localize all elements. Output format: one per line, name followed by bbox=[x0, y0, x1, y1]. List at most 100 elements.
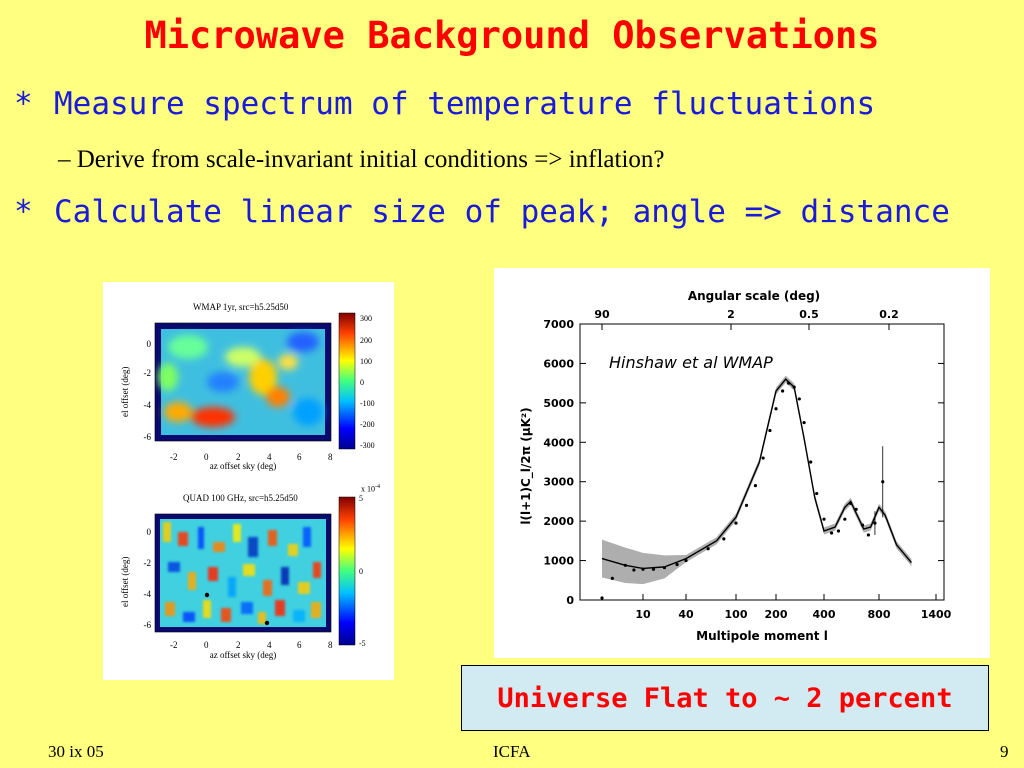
data-point bbox=[873, 521, 877, 525]
cbar-tick: 200 bbox=[360, 336, 372, 345]
footer-page-number: 9 bbox=[1000, 742, 1009, 761]
xtick: 2 bbox=[236, 452, 241, 462]
xtick: 0 bbox=[204, 452, 209, 462]
data-point bbox=[854, 507, 858, 511]
y-tick-label: 6000 bbox=[543, 357, 574, 370]
ytick: -6 bbox=[143, 620, 152, 630]
data-point bbox=[787, 381, 791, 385]
data-point bbox=[822, 517, 826, 521]
ytick: -2 bbox=[143, 368, 152, 378]
data-point bbox=[600, 596, 604, 600]
data-point bbox=[684, 558, 688, 563]
bullet-text: Measure spectrum of temperature fluctuat… bbox=[54, 86, 876, 122]
cbar-scale: x 10-4 bbox=[361, 484, 380, 494]
power-spectrum-panel: 0 1000 2000 3000 4000 5000 6000 7000 10 40 100 200 4… bbox=[494, 268, 990, 658]
map-ylabel: el offset (deg) bbox=[120, 366, 130, 417]
y-axis-label: l(l+1)C_l/2π (μK²) bbox=[519, 407, 534, 524]
sub-bullet-derive: – Derive from scale-invariant initial co… bbox=[58, 146, 665, 174]
ytick: 0 bbox=[146, 339, 152, 349]
data-point bbox=[744, 503, 749, 507]
xtick: 4 bbox=[267, 452, 272, 462]
xtick: 8 bbox=[328, 640, 333, 650]
xtick: 8 bbox=[328, 452, 333, 462]
cbar-tick: 5 bbox=[359, 494, 363, 503]
x-tick-label: 40 bbox=[678, 608, 694, 621]
x-tick-label: 1400 bbox=[921, 608, 952, 621]
x-tick-label: 800 bbox=[868, 608, 891, 621]
top-tick-label: 0.2 bbox=[879, 308, 899, 321]
map-title-quad: QUAD 100 GHz, src=h5.25d50 bbox=[183, 493, 298, 503]
bullet-measure-spectrum: * Measure spectrum of temperature fluctua… bbox=[14, 86, 875, 122]
data-point bbox=[836, 529, 841, 533]
sub-bullet-text: Derive from scale-invariant initial cond… bbox=[76, 146, 665, 173]
cbar-tick: -200 bbox=[360, 420, 375, 429]
footer-date: 30 ix 05 bbox=[48, 742, 104, 761]
data-point bbox=[722, 537, 726, 541]
cbar-tick: -5 bbox=[359, 639, 366, 648]
ytick: -6 bbox=[143, 432, 152, 442]
cbar-tick: -300 bbox=[360, 441, 375, 450]
conclusion-callout: Universe Flat to ~ 2 percent bbox=[461, 665, 989, 731]
data-point bbox=[768, 428, 772, 433]
data-point bbox=[881, 480, 885, 484]
maps-panel: WMAP 1yr, src=h5.25d50 bbox=[103, 282, 394, 680]
data-point bbox=[734, 521, 738, 525]
footer-center: ICFA bbox=[493, 742, 531, 761]
ytick: -4 bbox=[143, 400, 152, 410]
data-point bbox=[849, 501, 853, 505]
xtick: -2 bbox=[170, 452, 178, 462]
y-tick-label: 4000 bbox=[543, 436, 574, 449]
data-point bbox=[829, 531, 834, 535]
y-tick-label: 7000 bbox=[543, 318, 574, 331]
data-point bbox=[753, 484, 758, 488]
data-point bbox=[662, 566, 667, 570]
data-point bbox=[815, 491, 819, 496]
cbar-tick: 300 bbox=[360, 314, 372, 323]
y-tick-label: 5000 bbox=[543, 397, 574, 410]
slide-title: Microwave Background Observations bbox=[144, 14, 880, 57]
data-point bbox=[792, 385, 796, 389]
data-point bbox=[781, 389, 785, 393]
model-uncertainty-band bbox=[602, 375, 912, 585]
data-point bbox=[843, 517, 847, 521]
data-point bbox=[706, 547, 710, 551]
top-tick-label: 90 bbox=[594, 308, 610, 321]
data-point bbox=[797, 397, 801, 401]
data-point bbox=[761, 456, 765, 460]
x-tick-label: 100 bbox=[725, 608, 748, 621]
data-point bbox=[632, 568, 636, 572]
y-tick-label: 0 bbox=[566, 594, 574, 607]
y-tick-label: 3000 bbox=[543, 476, 574, 489]
bullet-text: Calculate linear size of peak; angle => … bbox=[54, 194, 950, 230]
cbar-tick: -100 bbox=[360, 399, 375, 408]
x-tick-label: 10 bbox=[635, 608, 651, 621]
sub-bullet-marker: – bbox=[58, 146, 71, 173]
cbar-tick: 0 bbox=[360, 378, 364, 387]
xtick: 4 bbox=[267, 640, 272, 650]
cbar-tick: 100 bbox=[360, 357, 372, 366]
wmap-heatmap bbox=[154, 312, 356, 646]
ytick: -2 bbox=[143, 558, 152, 568]
map-xlabel: az offset sky (deg) bbox=[209, 461, 277, 471]
y-tick-label: 2000 bbox=[543, 515, 574, 528]
cbar-tick: 0 bbox=[359, 567, 363, 576]
x-tick-label: 200 bbox=[765, 608, 788, 621]
cbar-scale-base: x 10 bbox=[361, 484, 375, 494]
data-point bbox=[675, 562, 679, 567]
model-curve bbox=[601, 378, 912, 570]
data-point bbox=[774, 407, 778, 411]
bullet-calculate-size: * Calculate linear size of peak; angle =>… bbox=[14, 194, 950, 230]
data-point bbox=[809, 460, 813, 464]
top-axis-label: Angular scale (deg) bbox=[688, 289, 820, 303]
data-point bbox=[866, 533, 871, 537]
top-tick-label: 0.5 bbox=[799, 308, 819, 321]
chart-annotation: Hinshaw et al WMAP bbox=[609, 353, 773, 372]
x-tick-label: 400 bbox=[813, 608, 836, 621]
x-axis-label: Multipole moment l bbox=[696, 629, 828, 643]
data-point bbox=[610, 576, 614, 580]
bullet-marker: * bbox=[14, 86, 33, 122]
xtick: 6 bbox=[297, 640, 302, 650]
y-tick-label: 1000 bbox=[543, 555, 574, 568]
xtick: 0 bbox=[204, 640, 209, 650]
xtick: 2 bbox=[236, 640, 241, 650]
